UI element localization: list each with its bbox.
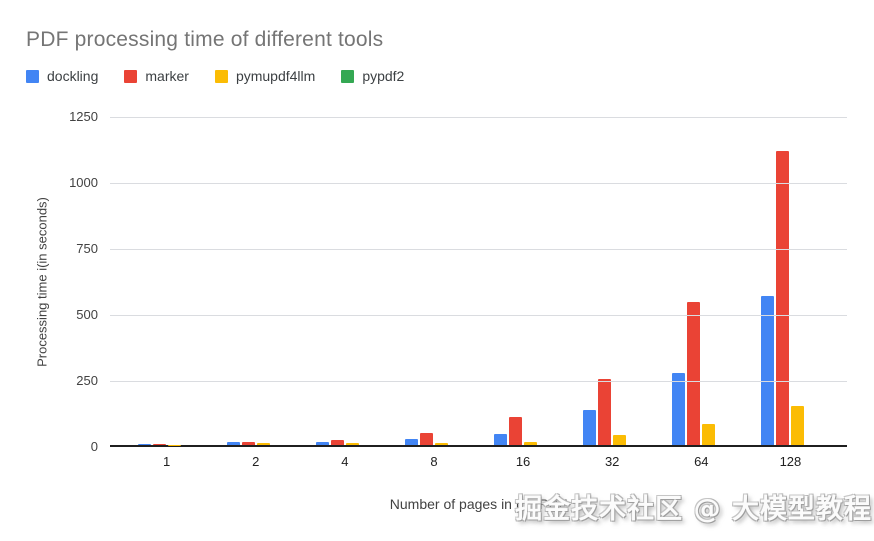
gridline-250 [110,381,847,382]
x-axis-tick-labels: 1 2 4 8 16 32 64 128 [110,454,847,469]
bar-dockling-64 [672,372,686,445]
bar-marker-64 [687,302,701,445]
legend-swatch-icon [341,69,355,83]
bar-pymupdf4llm-2 [256,443,270,445]
bar-pymupdf4llm-4 [345,443,359,445]
legend-item-pymupdf4llm: pymupdf4llm [214,68,316,84]
legend-item-dockling: dockling [26,68,98,84]
bar-group-32 [568,117,657,445]
bar-group-128 [746,117,835,445]
gridline-500 [110,315,847,316]
legend-label: marker [145,68,189,84]
bar-groups [110,117,847,445]
bar-group-2 [211,117,300,445]
bar-dockling-8 [404,439,418,445]
x-tick-label-128: 128 [779,454,802,469]
plot-area [110,117,847,447]
legend-swatch-icon [214,69,228,83]
y-tick-label-500: 500 [76,307,98,322]
x-tick-label-4: 4 [341,454,349,469]
bar-pymupdf4llm-8 [434,442,448,445]
x-axis-title: Number of pages in the PDF [389,496,568,512]
legend: dockling marker pymupdf4llm pypdf2 [26,68,404,84]
y-axis-title: Processing time i(in seconds) [34,197,50,367]
bar-group-64 [657,117,746,445]
legend-item-pypdf2: pypdf2 [341,68,404,84]
bar-group-8 [389,117,478,445]
bar-group-1 [122,117,211,445]
bar-dockling-2 [226,442,240,445]
y-tick-label-750: 750 [76,241,98,256]
legend-swatch-icon [26,69,39,83]
bar-marker-16 [509,416,523,445]
y-tick-label-1250: 1250 [69,109,98,124]
x-tick-label-2: 2 [252,454,260,469]
bar-pymupdf4llm-64 [702,423,716,445]
bar-pymupdf4llm-16 [524,442,538,445]
bar-marker-1 [152,444,166,445]
y-tick-label-1000: 1000 [69,175,98,190]
legend-item-marker: marker [124,68,189,84]
gridline-1000 [110,183,847,184]
x-tick-label-1: 1 [162,454,171,469]
bar-marker-4 [330,439,344,445]
x-tick-label-8: 8 [430,454,438,469]
bar-group-16 [479,117,568,445]
y-tick-label-0: 0 [90,439,98,454]
chart-title: PDF processing time of different tools [26,28,384,51]
x-tick-label-32: 32 [604,454,620,469]
bar-dockling-4 [315,441,329,445]
bar-dockling-128 [761,296,775,445]
bar-dockling-16 [494,433,508,445]
bar-dockling-1 [137,443,151,445]
legend-label: pypdf2 [362,68,405,84]
bar-marker-2 [241,441,255,445]
legend-label: pymupdf4llm [235,68,316,84]
bar-pymupdf4llm-32 [613,434,627,445]
bar-marker-32 [598,379,612,445]
legend-swatch-icon [124,69,138,83]
y-tick-label-250: 250 [76,373,98,388]
gridline-1250 [110,117,847,118]
x-tick-label-16: 16 [515,454,531,469]
bar-marker-128 [776,151,790,445]
bar-marker-8 [419,432,433,445]
bar-group-4 [300,117,389,445]
bar-pymupdf4llm-128 [791,405,805,445]
bar-dockling-32 [583,410,597,445]
watermark: 掘金技术社区 @ 大模型教程 [515,494,872,525]
legend-label: dockling [47,68,99,84]
gridline-750 [110,249,847,250]
x-tick-label-64: 64 [694,454,709,469]
